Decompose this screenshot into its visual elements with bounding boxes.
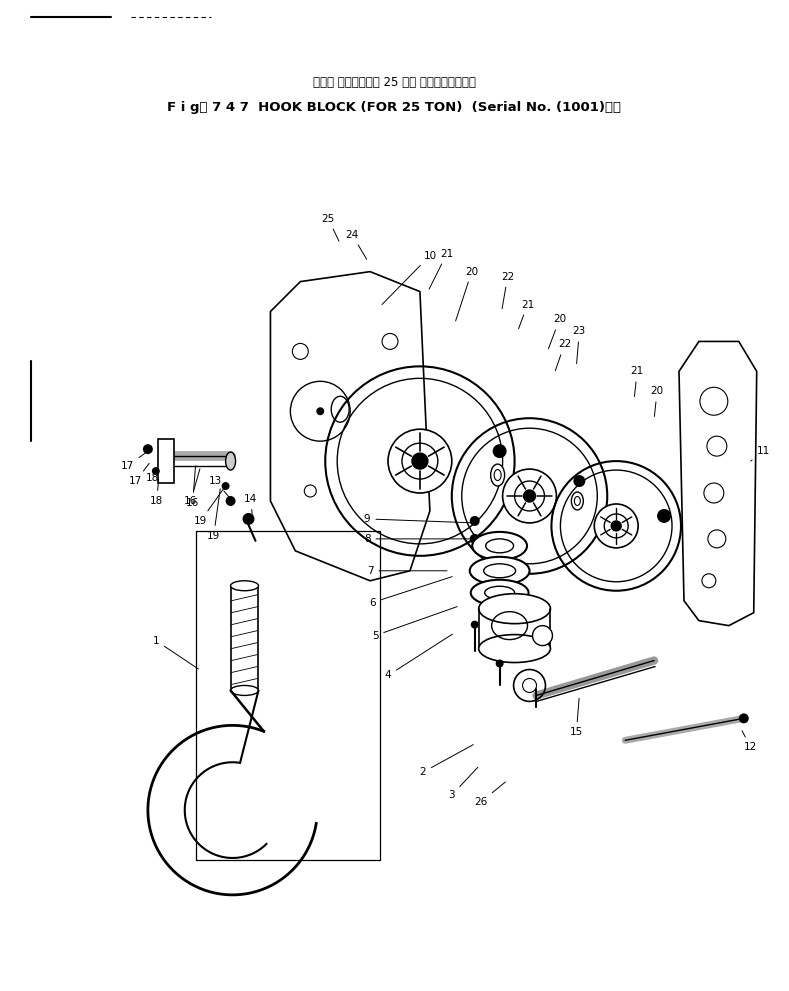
Text: 20: 20 <box>650 386 664 416</box>
Circle shape <box>469 516 480 526</box>
Text: 20: 20 <box>456 267 478 321</box>
Circle shape <box>388 429 452 493</box>
Text: 20: 20 <box>548 314 566 349</box>
Text: 5: 5 <box>372 606 457 640</box>
Text: 21: 21 <box>518 299 534 329</box>
Text: 8: 8 <box>364 534 473 544</box>
Ellipse shape <box>571 492 583 510</box>
Text: 12: 12 <box>742 730 757 752</box>
Text: 18: 18 <box>150 479 163 506</box>
Ellipse shape <box>469 557 529 585</box>
Circle shape <box>574 475 585 487</box>
Text: 24: 24 <box>346 230 367 260</box>
Text: 3: 3 <box>448 767 478 800</box>
Circle shape <box>471 620 479 628</box>
Text: 11: 11 <box>751 446 770 461</box>
Text: 21: 21 <box>429 249 454 289</box>
Circle shape <box>495 660 503 668</box>
Circle shape <box>594 504 638 548</box>
Circle shape <box>316 407 324 415</box>
Text: 19: 19 <box>194 486 226 526</box>
Text: 9: 9 <box>364 514 473 524</box>
Text: 25: 25 <box>322 214 339 241</box>
Circle shape <box>657 509 671 523</box>
Text: 1: 1 <box>152 635 198 669</box>
Text: 10: 10 <box>382 251 436 304</box>
Text: 18: 18 <box>146 469 159 483</box>
Circle shape <box>222 482 230 490</box>
Polygon shape <box>679 342 757 625</box>
Text: 26: 26 <box>474 782 506 807</box>
Text: 19: 19 <box>207 489 220 541</box>
Text: 14: 14 <box>244 494 257 514</box>
Ellipse shape <box>491 464 505 486</box>
Text: 4: 4 <box>385 634 452 681</box>
Ellipse shape <box>230 686 259 696</box>
Text: 17: 17 <box>121 453 146 471</box>
Text: フック ブロック　　 25 トン 用　　（適用号機: フック ブロック 25 トン 用 （適用号機 <box>312 75 476 88</box>
Ellipse shape <box>479 634 551 663</box>
Text: 17: 17 <box>129 464 149 486</box>
Circle shape <box>503 469 556 523</box>
Polygon shape <box>271 272 430 581</box>
Text: 2: 2 <box>420 744 473 777</box>
Circle shape <box>226 496 236 506</box>
Circle shape <box>611 521 621 531</box>
Circle shape <box>492 444 507 458</box>
Text: 23: 23 <box>573 326 586 364</box>
Ellipse shape <box>226 452 236 470</box>
Circle shape <box>469 534 480 544</box>
FancyBboxPatch shape <box>158 439 174 483</box>
Ellipse shape <box>230 581 259 591</box>
Ellipse shape <box>473 532 527 560</box>
Text: 13: 13 <box>209 476 229 496</box>
Text: 6: 6 <box>368 577 452 607</box>
Circle shape <box>533 625 552 645</box>
Circle shape <box>151 467 160 475</box>
Text: 21: 21 <box>630 367 644 396</box>
Text: 7: 7 <box>367 566 447 576</box>
Text: 22: 22 <box>501 272 514 309</box>
Circle shape <box>242 513 255 525</box>
Circle shape <box>143 444 153 454</box>
Text: F i g． 7 4 7  HOOK BLOCK (FOR 25 TON)  (Serial No. (1001)～）: F i g． 7 4 7 HOOK BLOCK (FOR 25 TON) (Se… <box>167 101 621 114</box>
Ellipse shape <box>471 580 529 606</box>
Text: 15: 15 <box>570 699 583 737</box>
Circle shape <box>739 714 749 723</box>
Text: 22: 22 <box>555 340 571 371</box>
Ellipse shape <box>479 594 551 623</box>
Circle shape <box>412 453 428 469</box>
Circle shape <box>524 490 536 502</box>
Text: 16: 16 <box>184 469 200 506</box>
Text: 16: 16 <box>186 466 200 508</box>
